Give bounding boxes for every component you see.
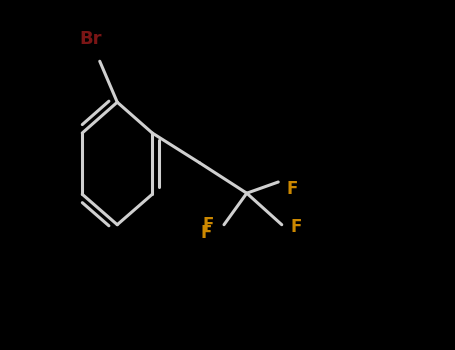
Text: F: F <box>286 180 298 198</box>
Text: F: F <box>290 218 302 236</box>
Text: F: F <box>202 217 213 235</box>
Text: F: F <box>200 224 212 242</box>
Text: Br: Br <box>80 30 102 48</box>
